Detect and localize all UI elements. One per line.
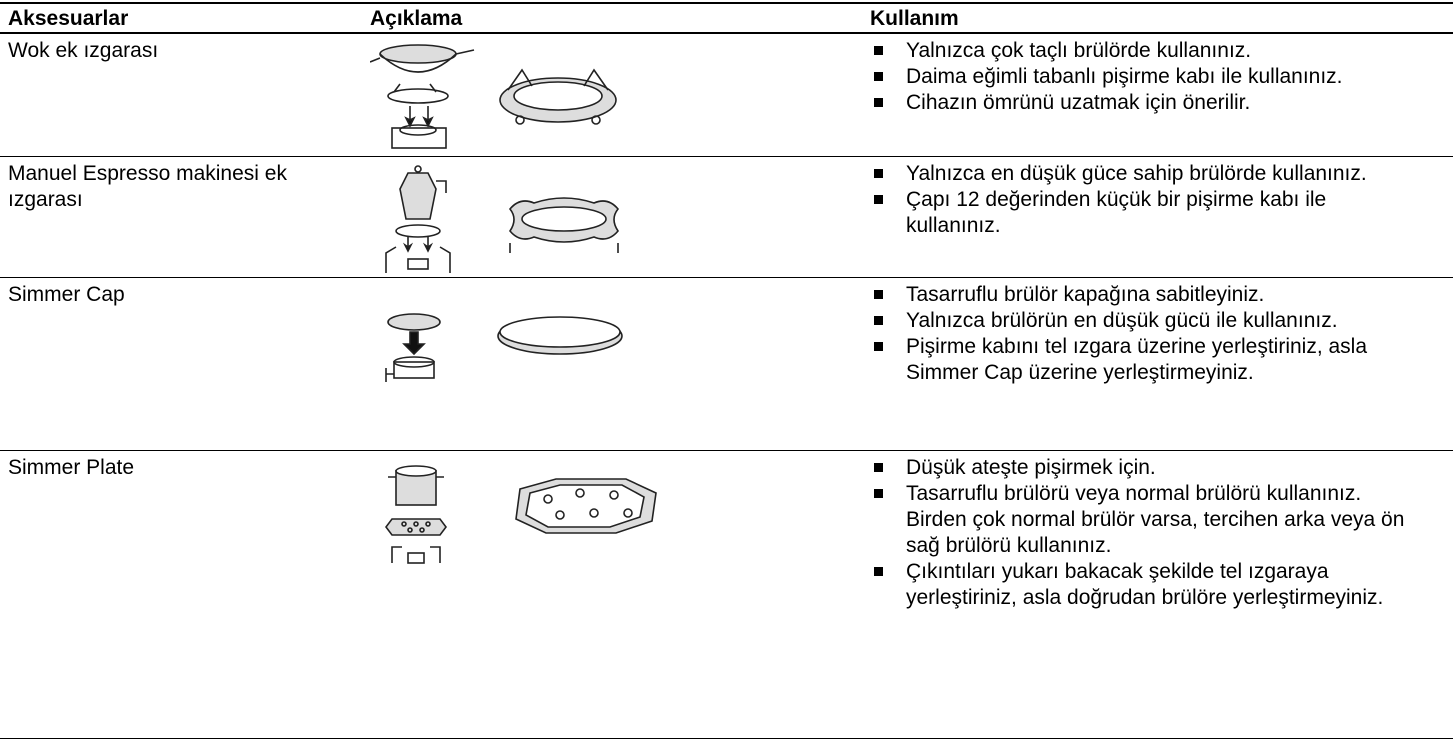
header-cell: Açıklama <box>362 2 862 34</box>
usage-item: Çapı 12 değerinden küçük bir pişirme kab… <box>870 187 1415 239</box>
usage-list: Düşük ateşte pişirmek için. Tasarruflu b… <box>870 455 1415 611</box>
header-cell: Aksesuarlar <box>0 2 362 34</box>
usage-cell: Düşük ateşte pişirmek için. Tasarruflu b… <box>862 450 1453 739</box>
usage-item: Yalnızca en düşük güce sahip brülörde ku… <box>870 161 1415 187</box>
usage-item: Çıkıntıları yukarı bakacak şekilde tel ı… <box>870 559 1415 611</box>
usage-cell: Yalnızca en düşük güce sahip brülörde ku… <box>862 156 1453 278</box>
accessory-name: Manuel Espresso makinesi ek ızgarası <box>0 156 362 278</box>
table-row: Simmer Plate Düşük ateşte pişirmek için.… <box>0 450 1453 739</box>
usage-list: Yalnızca en düşük güce sahip brülörde ku… <box>870 161 1415 239</box>
header-cell: Kullanım <box>862 2 1453 34</box>
usage-list: Yalnızca çok taçlı brülörde kullanınız. … <box>870 38 1415 116</box>
table-row: Manuel Espresso makinesi ek ızgarası Yal… <box>0 156 1453 278</box>
usage-item: Yalnızca brülörün en düşük gücü ile kull… <box>870 308 1415 334</box>
accessory-name: Simmer Cap <box>0 277 362 451</box>
usage-cell: Tasarruflu brülör kapağına sabitleyiniz.… <box>862 277 1453 451</box>
usage-item: Düşük ateşte pişirmek için. <box>870 455 1415 481</box>
accessory-name: Wok ek ızgarası <box>0 33 362 157</box>
usage-item: Tasarruflu brülörü veya normal brülörü k… <box>870 481 1415 559</box>
usage-item: Yalnızca çok taçlı brülörde kullanınız. <box>870 38 1415 64</box>
simmer-cap-illustration <box>385 313 623 382</box>
usage-item: Daima eğimli tabanlı pişirme kabı ile ku… <box>870 64 1415 90</box>
header-row: Aksesuarlar Açıklama Kullanım <box>0 2 1453 34</box>
illustration-cell <box>362 156 862 278</box>
illustration-cell <box>362 450 862 739</box>
table-row: Wok ek ızgarası Yalnızca çok taçlı brülö… <box>0 33 1453 157</box>
simmer-plate-illustration <box>385 465 657 564</box>
usage-list: Tasarruflu brülör kapağına sabitleyiniz.… <box>870 282 1415 386</box>
usage-item: Tasarruflu brülör kapağına sabitleyiniz. <box>870 282 1415 308</box>
espresso-ring-illustration <box>385 165 620 273</box>
table-row: Simmer Cap Tasarruflu brülör kapağına sa… <box>0 277 1453 451</box>
illustration-cell <box>362 33 862 157</box>
usage-cell: Yalnızca çok taçlı brülörde kullanınız. … <box>862 33 1453 157</box>
usage-item: Cihazın ömrünü uzatmak için önerilir. <box>870 90 1415 116</box>
wok-ring-illustration <box>370 44 617 149</box>
illustration-cell <box>362 277 862 451</box>
usage-item: Pişirme kabını tel ızgara üzerine yerleş… <box>870 334 1415 386</box>
accessory-name: Simmer Plate <box>0 450 362 739</box>
